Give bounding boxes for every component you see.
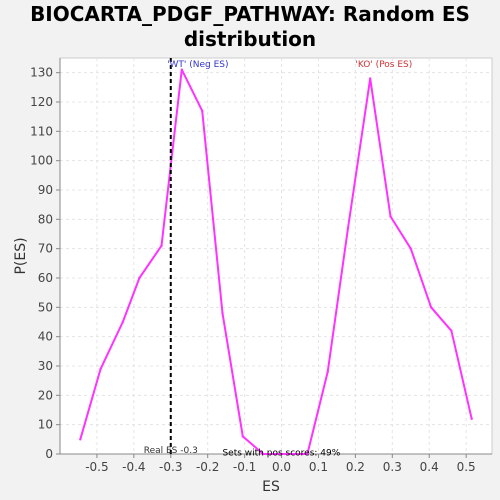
- annotation-label: 'WT' (Neg ES): [167, 60, 228, 70]
- y-tick-label: 130: [30, 66, 53, 80]
- x-tick-label: 0.5: [457, 460, 476, 474]
- y-tick-label: 20: [38, 388, 53, 402]
- y-tick-label: 10: [38, 418, 53, 432]
- y-tick-label: 0: [45, 447, 53, 461]
- y-tick-label: 60: [38, 271, 53, 285]
- x-tick-label: 0.3: [383, 460, 402, 474]
- y-tick-label: 110: [30, 124, 53, 138]
- x-tick-label: -0.4: [122, 460, 145, 474]
- data-point: [429, 306, 433, 309]
- data-point: [280, 452, 283, 456]
- real-es-label: Real ES -0.3: [144, 446, 198, 456]
- x-tick-label: 0.2: [346, 460, 365, 474]
- data-point: [138, 276, 141, 280]
- x-tick-label: -0.5: [85, 460, 108, 474]
- y-tick-label: 50: [38, 300, 53, 314]
- y-tick-label: 120: [30, 95, 53, 109]
- x-tick-label: -0.2: [196, 460, 219, 474]
- plot-area: [59, 57, 493, 455]
- data-point: [261, 452, 265, 456]
- x-tick-label: 0.1: [309, 460, 328, 474]
- x-tick-label: 0.4: [420, 460, 439, 474]
- data-point: [221, 312, 224, 315]
- data-point: [79, 438, 82, 441]
- x-tick-label: -0.3: [159, 460, 182, 474]
- annotation-label: Sets with pos scores: 49%: [222, 449, 340, 459]
- data-point: [470, 417, 473, 420]
- y-tick-label: 30: [38, 359, 53, 373]
- y-tick-label: 70: [38, 242, 53, 256]
- data-point: [180, 68, 184, 71]
- annotation-label: 'KO' (Pos ES): [355, 60, 412, 70]
- data-point: [241, 435, 244, 438]
- chart-title-line-2: distribution: [183, 27, 317, 51]
- data-point: [346, 226, 350, 230]
- y-tick-label: 80: [38, 212, 53, 226]
- data-point: [99, 367, 102, 371]
- x-axis-title: ES: [262, 479, 280, 495]
- data-point: [389, 215, 392, 218]
- y-axis-title: P(ES): [13, 237, 29, 274]
- data-point: [409, 247, 412, 250]
- y-tick-label: 100: [30, 154, 53, 168]
- data-point: [121, 320, 124, 324]
- chart-title: BIOCARTA_PDGF_PATHWAY: Random ES: [30, 2, 470, 26]
- y-tick-label: 90: [38, 183, 53, 197]
- x-tick-label: -0.1: [233, 460, 256, 474]
- data-point: [450, 329, 453, 332]
- data-point: [200, 109, 204, 113]
- data-point: [306, 452, 309, 456]
- x-tick-label: 0.0: [272, 460, 291, 474]
- data-point: [160, 244, 163, 247]
- data-point: [368, 77, 372, 80]
- data-point: [326, 370, 329, 374]
- series-line: [79, 68, 473, 455]
- y-tick-label: 40: [38, 330, 53, 344]
